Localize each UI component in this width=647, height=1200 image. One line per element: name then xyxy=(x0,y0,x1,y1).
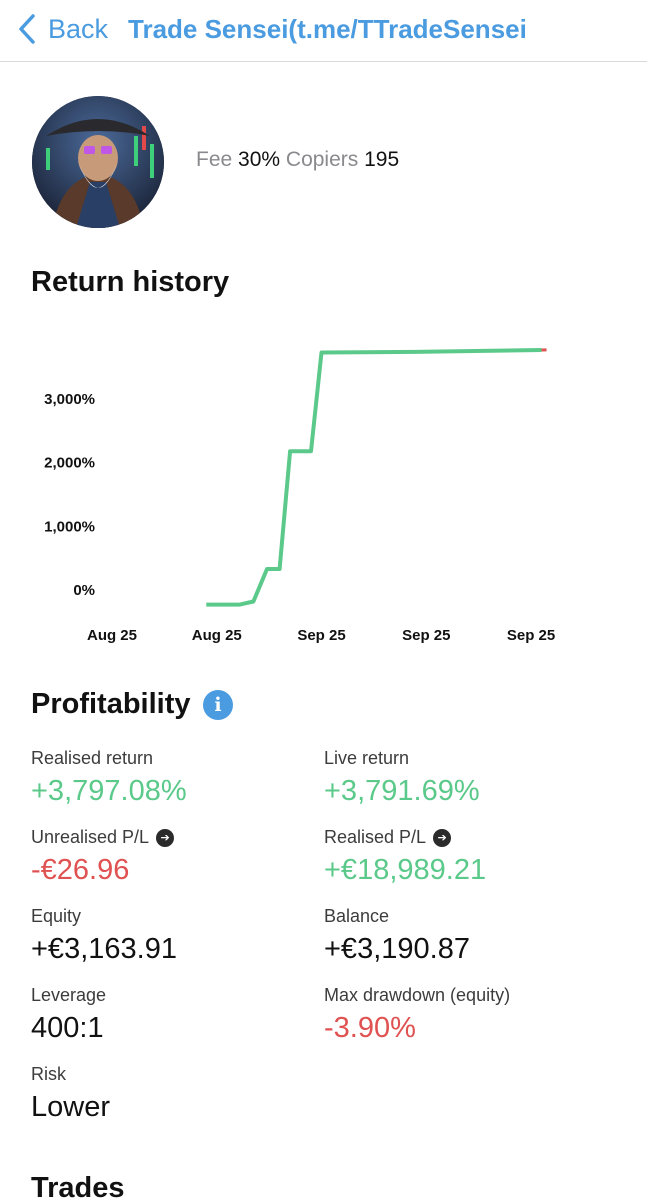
copiers-label: Copiers xyxy=(285,148,359,171)
x-tick-label: Aug 25 xyxy=(192,627,242,644)
trades-title: Trades xyxy=(31,1172,125,1200)
balance-metric: Balance +€3,190.87 xyxy=(324,906,470,966)
profitability-title: Profitability xyxy=(31,688,191,720)
unrealised-pl-label: Unrealised P/L xyxy=(31,827,150,847)
risk-metric: Risk Lower xyxy=(31,1064,110,1124)
trader-stats: Fee 30% Copiers 195 xyxy=(196,148,399,172)
max-drawdown-value: -3.90% xyxy=(324,1012,416,1044)
return-series-line xyxy=(206,348,542,607)
max-drawdown-metric: Max drawdown (equity) -3.90% xyxy=(324,985,510,1045)
balance-value: +€3,190.87 xyxy=(324,933,470,965)
risk-value: Lower xyxy=(31,1091,110,1123)
arrow-right-icon[interactable] xyxy=(156,828,175,847)
fee-value: 30% xyxy=(238,148,281,171)
equity-label: Equity xyxy=(31,906,82,926)
back-button[interactable]: Back xyxy=(16,10,108,48)
unrealised-pl-metric[interactable]: Unrealised P/L -€26.96 xyxy=(31,827,175,887)
info-icon[interactable]: i xyxy=(203,690,233,720)
balance-label: Balance xyxy=(324,906,390,926)
risk-label: Risk xyxy=(31,1064,66,1084)
navigation-bar: Back Trade Sensei(t.me/TTradeSensei xyxy=(0,0,647,62)
realised-pl-label: Realised P/L xyxy=(324,827,427,847)
realised-pl-metric[interactable]: Realised P/L +€18,989.21 xyxy=(324,827,486,887)
return-history-chart[interactable]: 0% 1,000% 2,000% 3,000% Aug 25 Aug 25 Sep 25 Se… xyxy=(0,320,647,660)
x-tick-label: Sep 25 xyxy=(402,627,450,644)
realised-return-label: Realised return xyxy=(31,748,154,768)
equity-value: +€3,163.91 xyxy=(31,933,177,965)
back-label: Back xyxy=(48,13,109,44)
x-tick-label: Sep 25 xyxy=(507,627,555,644)
fee-label: Fee xyxy=(196,148,233,171)
live-return-metric: Live return +3,791.69% xyxy=(324,748,480,808)
live-return-label: Live return xyxy=(324,748,410,768)
leverage-value: 400:1 xyxy=(31,1012,104,1044)
unrealised-pl-value: -€26.96 xyxy=(31,854,130,886)
copiers-value: 195 xyxy=(364,148,400,171)
return-history-title: Return history xyxy=(31,266,230,298)
leverage-metric: Leverage 400:1 xyxy=(31,985,106,1045)
y-tick-label: 0% xyxy=(73,582,95,599)
realised-return-metric: Realised return +3,797.08% xyxy=(31,748,187,808)
live-return-value: +3,791.69% xyxy=(324,775,480,807)
realised-return-value: +3,797.08% xyxy=(31,775,187,807)
equity-metric: Equity +€3,163.91 xyxy=(31,906,177,966)
x-tick-label: Aug 25 xyxy=(87,627,137,644)
y-tick-label: 1,000% xyxy=(44,518,95,535)
max-drawdown-label: Max drawdown (equity) xyxy=(324,985,511,1005)
y-tick-label: 3,000% xyxy=(44,391,95,408)
x-tick-label: Sep 25 xyxy=(297,627,345,644)
leverage-label: Leverage xyxy=(31,985,107,1005)
chevron-left-icon xyxy=(19,14,35,44)
trader-avatar-image xyxy=(32,96,164,228)
arrow-right-icon[interactable] xyxy=(433,828,452,847)
avatar[interactable] xyxy=(32,96,164,228)
realised-pl-value: +€18,989.21 xyxy=(324,854,487,886)
page-title: Trade Sensei(t.me/TTradeSensei xyxy=(128,14,527,44)
y-tick-label: 2,000% xyxy=(44,455,95,472)
